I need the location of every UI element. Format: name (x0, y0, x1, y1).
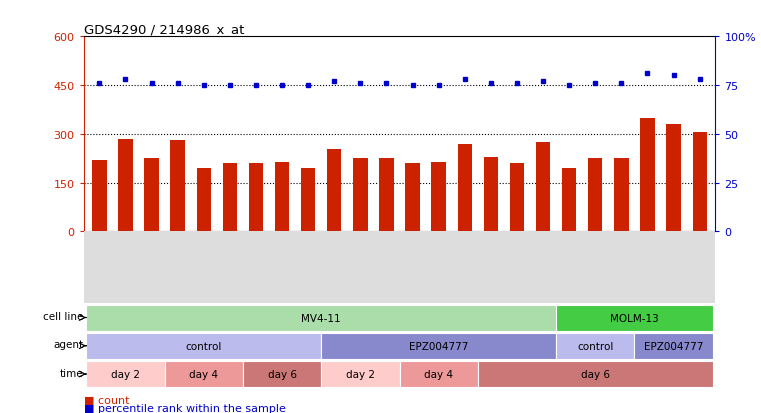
Text: agent: agent (53, 339, 83, 349)
Bar (614, 159, 629, 232)
Text: ■ percentile rank within the sample: ■ percentile rank within the sample (84, 403, 285, 413)
Bar (196, 169, 211, 232)
Text: MOLM-13: MOLM-13 (610, 313, 659, 323)
FancyBboxPatch shape (556, 333, 635, 359)
FancyBboxPatch shape (321, 333, 556, 359)
Bar (693, 133, 707, 232)
Bar (249, 164, 263, 232)
Bar (301, 169, 315, 232)
Bar (640, 118, 654, 232)
Bar (457, 144, 472, 232)
Text: control: control (577, 341, 613, 351)
Text: day 2: day 2 (111, 369, 140, 379)
Text: day 6: day 6 (581, 369, 610, 379)
Bar (667, 125, 681, 232)
Bar (562, 169, 576, 232)
FancyBboxPatch shape (243, 361, 321, 387)
FancyBboxPatch shape (164, 361, 243, 387)
FancyBboxPatch shape (321, 361, 400, 387)
FancyBboxPatch shape (556, 305, 713, 331)
Bar (510, 164, 524, 232)
Text: day 6: day 6 (268, 369, 297, 379)
Bar (170, 141, 185, 232)
Text: day 4: day 4 (424, 369, 454, 379)
Bar (588, 159, 603, 232)
Text: day 4: day 4 (189, 369, 218, 379)
FancyBboxPatch shape (635, 333, 713, 359)
Bar (379, 159, 393, 232)
Bar (118, 140, 132, 232)
Text: GDS4290 / 214986_x_at: GDS4290 / 214986_x_at (84, 23, 244, 36)
Bar (275, 162, 289, 232)
Bar (92, 161, 107, 232)
FancyBboxPatch shape (86, 305, 556, 331)
Bar (223, 164, 237, 232)
Bar (536, 142, 550, 232)
Text: EPZ004777: EPZ004777 (644, 341, 703, 351)
Bar (327, 149, 342, 232)
Text: day 2: day 2 (345, 369, 375, 379)
Bar (145, 159, 159, 232)
Text: control: control (186, 341, 222, 351)
Text: MV4-11: MV4-11 (301, 313, 341, 323)
Bar (353, 159, 368, 232)
FancyBboxPatch shape (478, 361, 713, 387)
Text: time: time (59, 368, 83, 378)
FancyBboxPatch shape (86, 333, 321, 359)
Text: cell line: cell line (43, 311, 83, 321)
Text: EPZ004777: EPZ004777 (409, 341, 468, 351)
Bar (431, 162, 446, 232)
FancyBboxPatch shape (400, 361, 478, 387)
FancyBboxPatch shape (86, 361, 164, 387)
Bar (406, 164, 420, 232)
Bar (484, 157, 498, 232)
Text: ■ count: ■ count (84, 395, 129, 405)
